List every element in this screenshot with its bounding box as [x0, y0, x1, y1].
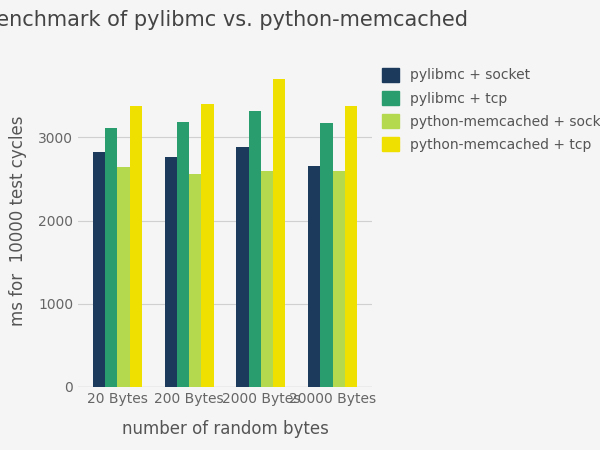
Y-axis label: ms for  10000 test cycles: ms for 10000 test cycles: [9, 115, 27, 326]
Bar: [261, 171, 273, 387]
Bar: [308, 166, 320, 387]
Bar: [165, 157, 177, 387]
Bar: [236, 147, 248, 387]
Bar: [248, 112, 261, 387]
Title: Benchmark of pylibmc vs. python-memcached: Benchmark of pylibmc vs. python-memcache…: [0, 10, 468, 30]
Bar: [105, 128, 118, 387]
X-axis label: number of random bytes: number of random bytes: [122, 420, 328, 438]
Bar: [118, 167, 130, 387]
Bar: [130, 106, 142, 387]
Bar: [189, 174, 202, 387]
Legend: pylibmc + socket, pylibmc + tcp, python-memcached + socket, python-memcached + t: pylibmc + socket, pylibmc + tcp, python-…: [382, 68, 600, 152]
Bar: [273, 79, 285, 387]
Bar: [345, 107, 357, 387]
Bar: [320, 123, 332, 387]
Bar: [177, 122, 189, 387]
Bar: [332, 171, 345, 387]
Bar: [93, 152, 105, 387]
Bar: [202, 104, 214, 387]
